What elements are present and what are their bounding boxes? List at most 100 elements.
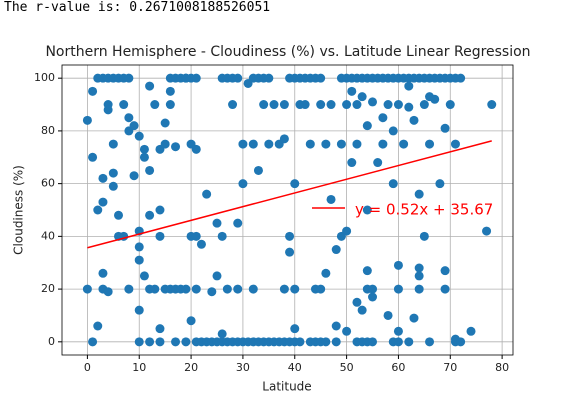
scatter-point [108,168,118,178]
scatter-point [259,100,269,110]
scatter-point [414,189,424,199]
scatter-point [393,284,403,294]
scatter-point [134,337,144,347]
scatter-point [378,139,388,149]
plot-frame [61,64,514,356]
scatter-point [404,102,414,112]
scatter-point [290,179,300,189]
scatter-point [196,239,206,249]
scatter-point [440,284,450,294]
scatter-point [368,292,378,302]
scatter-point [264,139,274,149]
chart-title: Northern Hemisphere - Cloudiness (%) vs.… [45,44,530,60]
output-text: The r-value is: 0.2671008188526051 [4,0,271,15]
scatter-point [233,284,243,294]
scatter-point [388,179,398,189]
scatter-point [217,329,227,339]
scatter-point [466,326,476,336]
x-tick-label: 30 [236,361,250,374]
scatter-point [82,284,92,294]
scatter-point [160,118,170,128]
scatter-point [347,158,357,168]
scatter-point [305,139,315,149]
scatter-point [145,81,155,91]
scatter-point [404,337,414,347]
scatter-point [134,305,144,315]
scatter-point [248,139,258,149]
scatter-point [212,271,222,281]
y-tick-label: 80 [41,124,55,137]
scatter-point [368,97,378,107]
scatter-point [362,121,372,131]
scatter-point [88,152,98,162]
scatter-point [326,194,336,204]
scatter-point [243,78,253,88]
scatter-point [103,287,113,297]
scatter-point [98,197,108,207]
scatter-point [150,284,160,294]
y-tick-label: 60 [41,177,55,190]
y-tick-label: 0 [48,335,55,348]
scatter-point [139,144,149,154]
scatter-point [316,73,326,83]
scatter-point [238,179,248,189]
scatter-point [342,326,352,336]
scatter-point [186,316,196,326]
scatter-point [285,247,295,257]
scatter-point [171,142,181,152]
scatter-point [414,271,424,281]
scatter-point [134,255,144,265]
scatter-point [342,100,352,110]
scatter-point [331,245,341,255]
scatter-point [425,139,435,149]
scatter-point [316,100,326,110]
scatter-point [450,139,460,149]
scatter-point [368,284,378,294]
scatter-point [414,263,424,273]
scatter-point [93,321,103,331]
scatter-point [228,100,238,110]
scatter-point [399,139,409,149]
scatter-point [393,260,403,270]
scatter-point [285,231,295,241]
scatter-point [321,139,331,149]
scatter-point [171,337,181,347]
scatter-point [181,284,191,294]
scatter-point [139,271,149,281]
scatter-point [362,266,372,276]
scatter-point [238,139,248,149]
scatter-point [331,337,341,347]
x-tick-label: 70 [443,361,457,374]
scatter-point [269,100,279,110]
scatter-point [139,152,149,162]
scatter-point [124,113,134,123]
scatter-point [165,86,175,96]
scatter-point [373,158,383,168]
x-tick-label: 10 [132,361,146,374]
scatter-point [393,326,403,336]
scatter-point [129,121,139,131]
scatter-point [253,165,263,175]
scatter-point [419,100,429,110]
scatter-point [134,131,144,141]
scatter-point [129,171,139,181]
scatter-point [119,100,129,110]
scatter-point [207,287,217,297]
scatter-point [160,139,170,149]
scatter-point [212,218,222,228]
scatter-point [419,231,429,241]
scatter-point [414,284,424,294]
scatter-point [145,337,155,347]
scatter-point [445,100,455,110]
scatter-point [331,321,341,331]
scatter-point [290,284,300,294]
scatter-point [155,324,165,334]
scatter-point [482,226,492,236]
scatter-point [202,189,212,199]
scatter-point [487,100,497,110]
scatter-point [425,337,435,347]
scatter-point [233,218,243,228]
scatter-point [279,284,289,294]
scatter-point [98,173,108,183]
